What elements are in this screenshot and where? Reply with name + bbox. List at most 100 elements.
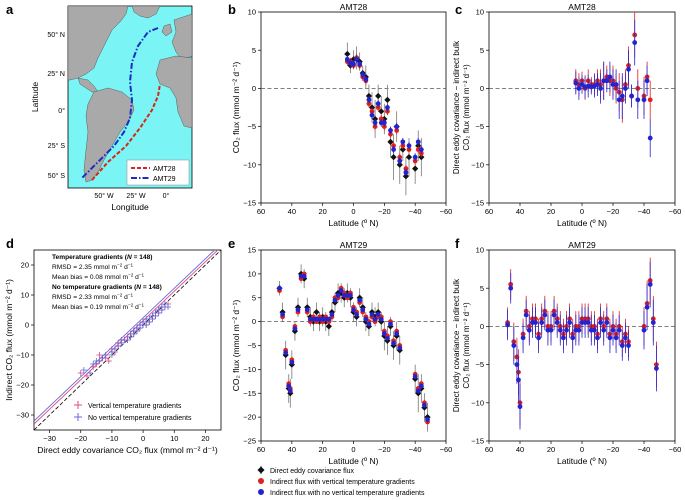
panel-b-letter: b <box>228 2 236 17</box>
data-point <box>390 154 397 161</box>
chart-b-amt28-flux: AMT28 60 40 20 0 −20 −40 −60 10 5 0 −5 −10 −15 Latitud… <box>231 2 452 228</box>
panel-f-letter: f <box>455 236 460 251</box>
lat-tick-25s: 25° S <box>48 142 66 150</box>
data-point <box>295 307 301 313</box>
data-point <box>387 138 394 145</box>
x-tick-label: −60 <box>669 445 682 454</box>
x-tick-label: 60 <box>485 207 493 216</box>
data-point <box>335 292 341 298</box>
legend-without-marker <box>74 413 82 421</box>
data-point <box>616 327 622 333</box>
x-tick-label: 60 <box>485 445 493 454</box>
y-tick-label: 0 <box>480 322 484 331</box>
data-point <box>301 273 307 279</box>
data-point <box>644 304 650 310</box>
y-tick-label: 5 <box>480 46 484 55</box>
data-point <box>406 143 412 149</box>
legend-with-label: Vertical temperature gradients <box>88 403 182 410</box>
data-point <box>287 388 293 394</box>
data-point <box>517 404 523 410</box>
plot-area <box>261 42 446 196</box>
chart-e-amt29-flux: AMT29 60 40 20 0 −20 −40 −60 15 10 5 0 −5 −10 −15 −20 −2… <box>231 240 452 466</box>
data-point <box>344 56 350 62</box>
x-tick-label: 60 <box>257 445 265 454</box>
y-tick-label: −20 <box>16 381 29 390</box>
series-1 <box>277 271 430 425</box>
x-tick-label: −30 <box>43 434 56 443</box>
data-point <box>372 120 378 126</box>
map-lat-ticks: 50° N 25° N 0° 25° S 50° S <box>47 31 65 180</box>
data-point <box>595 82 600 87</box>
data-point <box>375 92 382 100</box>
data-point <box>405 154 413 161</box>
x-axis-label: Direct eddy covariance CO₂ flux (mmol m⁻… <box>37 445 218 455</box>
y-tick-label: 10 <box>476 246 484 255</box>
series-2 <box>277 273 430 422</box>
data-point <box>418 147 424 152</box>
data-point <box>326 316 332 322</box>
y-tick-label: −5 <box>475 360 484 369</box>
plot-frame <box>488 11 676 204</box>
data-point <box>412 165 419 172</box>
map-xlabel: Longitude <box>111 202 149 212</box>
stats-with-bias: Mean bias = 0.08 mmol m−2 d−1 <box>52 273 144 282</box>
data-point <box>363 76 369 82</box>
lat-tick-50s: 50° S <box>48 172 66 180</box>
south-america-landmass <box>83 87 135 183</box>
x-tick-label: −60 <box>669 207 682 216</box>
data-point <box>385 335 390 341</box>
data-point <box>607 335 613 341</box>
data-point <box>619 93 625 99</box>
data-point <box>570 335 576 341</box>
data-point <box>400 139 406 145</box>
map-ylabel: Latitude <box>30 82 40 113</box>
x-tick-label: 0 <box>580 207 584 216</box>
chart-title: AMT29 <box>568 240 596 250</box>
series-0 <box>276 264 431 432</box>
data-point <box>375 101 381 107</box>
chart-title: AMT28 <box>340 2 368 12</box>
data-point <box>351 61 356 67</box>
panel-a: a 50° N 25° N 0° 25° <box>6 2 193 212</box>
series-1 <box>80 301 172 376</box>
x-tick-label: 0 <box>351 445 355 454</box>
data-point <box>360 307 366 313</box>
europe-landmass <box>171 13 192 61</box>
series-0 <box>505 257 659 426</box>
data-point <box>526 327 532 333</box>
data-point <box>384 96 391 103</box>
data-point <box>283 350 289 356</box>
x-tick-label: 60 <box>257 207 265 216</box>
data-point <box>391 147 396 152</box>
bottom-legend-direct-marker <box>257 466 265 474</box>
data-point <box>292 326 298 332</box>
series-0 <box>573 12 653 123</box>
data-point <box>425 417 430 422</box>
x-tick-label: −40 <box>409 445 422 454</box>
data-point <box>536 335 541 341</box>
x-tick-label: −20 <box>378 445 391 454</box>
data-point <box>626 66 631 72</box>
data-point <box>369 312 375 317</box>
data-point <box>378 316 384 322</box>
x-tick-label: −10 <box>106 434 119 443</box>
bottom-legend-with-label: Indirect flux with vertical temperature … <box>270 479 415 486</box>
y-axis-label: CO₂ flux (mmol m⁻² d⁻¹) <box>231 300 241 392</box>
y-axis-label-line1: Direct eddy covariance − indirect bulk <box>452 40 461 174</box>
data-point <box>505 322 510 328</box>
plot-area <box>261 264 446 432</box>
data-point <box>626 343 631 348</box>
x-tick-label: 0 <box>580 445 584 454</box>
lat-tick-50n: 50° N <box>47 31 65 39</box>
data-point <box>412 374 418 379</box>
data-point <box>397 158 403 164</box>
data-point <box>610 327 616 333</box>
y-tick-label: 10 <box>476 8 484 17</box>
map-lon-ticks: 50° W 25° W 0° <box>94 192 169 200</box>
data-point <box>381 120 387 126</box>
chart-d-scatter-comparison: −30 −20 −10 0 10 20 20 10 0 −10 −20 −30 Direct eddy … <box>4 249 222 455</box>
bottom-legend-direct-label: Direct eddy covariance flux <box>270 468 355 475</box>
series-1 <box>573 19 653 158</box>
data-point <box>613 335 619 341</box>
series-1 <box>505 261 659 430</box>
